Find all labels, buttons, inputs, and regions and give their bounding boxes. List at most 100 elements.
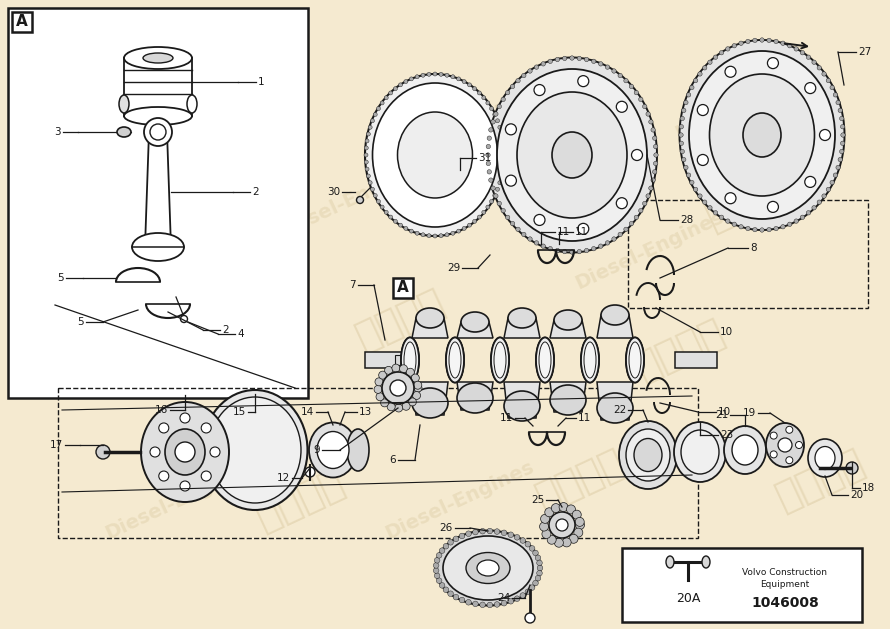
Circle shape xyxy=(714,55,717,59)
Circle shape xyxy=(370,187,375,191)
Circle shape xyxy=(562,250,567,254)
Circle shape xyxy=(805,82,816,94)
Circle shape xyxy=(830,86,834,90)
Polygon shape xyxy=(412,382,448,415)
Text: 27: 27 xyxy=(858,47,871,57)
Circle shape xyxy=(501,97,506,101)
Text: Diesel-Engines: Diesel-Engines xyxy=(383,457,538,543)
Circle shape xyxy=(839,116,844,121)
Text: 26: 26 xyxy=(440,523,453,533)
Circle shape xyxy=(577,56,581,60)
Ellipse shape xyxy=(141,402,229,502)
Ellipse shape xyxy=(539,342,551,378)
Circle shape xyxy=(528,69,532,73)
Ellipse shape xyxy=(504,391,540,421)
Circle shape xyxy=(525,542,530,547)
Circle shape xyxy=(409,229,413,233)
Circle shape xyxy=(697,155,708,165)
Circle shape xyxy=(555,57,560,62)
Polygon shape xyxy=(597,315,633,338)
Circle shape xyxy=(690,181,694,185)
Circle shape xyxy=(501,167,505,171)
Circle shape xyxy=(459,533,465,539)
Polygon shape xyxy=(412,318,448,338)
Circle shape xyxy=(506,124,516,135)
Circle shape xyxy=(629,84,634,89)
Circle shape xyxy=(753,38,757,43)
Ellipse shape xyxy=(815,447,835,469)
Circle shape xyxy=(180,413,190,423)
Circle shape xyxy=(746,226,750,231)
Circle shape xyxy=(487,136,491,140)
Circle shape xyxy=(746,39,750,43)
Circle shape xyxy=(489,178,493,182)
Circle shape xyxy=(481,210,486,214)
Text: 11: 11 xyxy=(557,227,570,237)
Circle shape xyxy=(499,174,504,178)
Text: 13: 13 xyxy=(359,407,372,417)
Circle shape xyxy=(525,613,535,623)
Circle shape xyxy=(778,438,792,452)
Circle shape xyxy=(572,510,581,519)
Ellipse shape xyxy=(732,435,758,465)
Circle shape xyxy=(611,237,616,241)
Circle shape xyxy=(433,234,437,238)
Circle shape xyxy=(646,112,651,116)
Circle shape xyxy=(679,133,684,137)
Circle shape xyxy=(559,503,568,511)
Ellipse shape xyxy=(702,556,710,568)
Circle shape xyxy=(501,208,506,213)
Text: Diesel-Engines: Diesel-Engines xyxy=(102,457,257,543)
Circle shape xyxy=(841,133,846,137)
Circle shape xyxy=(443,587,449,593)
Text: 5: 5 xyxy=(57,273,64,283)
Circle shape xyxy=(402,403,410,410)
Circle shape xyxy=(514,535,520,540)
Circle shape xyxy=(567,505,576,514)
Text: 11: 11 xyxy=(575,227,588,237)
Circle shape xyxy=(653,144,658,148)
Text: 17: 17 xyxy=(50,440,63,450)
Ellipse shape xyxy=(679,40,845,230)
Text: A: A xyxy=(397,281,409,296)
Circle shape xyxy=(439,72,443,76)
Text: 1: 1 xyxy=(258,77,264,87)
Text: 31: 31 xyxy=(478,153,491,163)
Circle shape xyxy=(409,77,413,81)
Circle shape xyxy=(534,65,538,69)
Circle shape xyxy=(501,530,507,536)
Bar xyxy=(395,355,410,365)
Circle shape xyxy=(725,47,730,51)
Polygon shape xyxy=(504,318,540,338)
Text: 23: 23 xyxy=(720,430,733,440)
Circle shape xyxy=(846,462,858,474)
Circle shape xyxy=(585,57,589,62)
Polygon shape xyxy=(550,320,586,338)
Circle shape xyxy=(433,562,439,568)
Circle shape xyxy=(365,167,369,171)
Circle shape xyxy=(800,215,805,220)
Text: Volvo Construction: Volvo Construction xyxy=(742,568,828,577)
Bar xyxy=(622,548,862,622)
Text: 20A: 20A xyxy=(676,591,700,604)
Circle shape xyxy=(434,557,440,563)
Bar xyxy=(675,352,717,368)
Circle shape xyxy=(838,108,843,113)
Circle shape xyxy=(840,141,845,145)
Circle shape xyxy=(393,87,398,91)
Ellipse shape xyxy=(165,429,205,475)
Ellipse shape xyxy=(766,423,804,467)
Text: Diesel-Engines: Diesel-Engines xyxy=(572,207,727,293)
Circle shape xyxy=(404,226,408,230)
Circle shape xyxy=(767,38,772,43)
Ellipse shape xyxy=(552,132,592,178)
Circle shape xyxy=(374,386,382,393)
Ellipse shape xyxy=(449,342,461,378)
Circle shape xyxy=(725,219,730,223)
Circle shape xyxy=(445,73,449,77)
Circle shape xyxy=(508,532,514,538)
Circle shape xyxy=(767,228,772,232)
Ellipse shape xyxy=(347,429,369,471)
Circle shape xyxy=(760,228,765,232)
Circle shape xyxy=(201,423,211,433)
